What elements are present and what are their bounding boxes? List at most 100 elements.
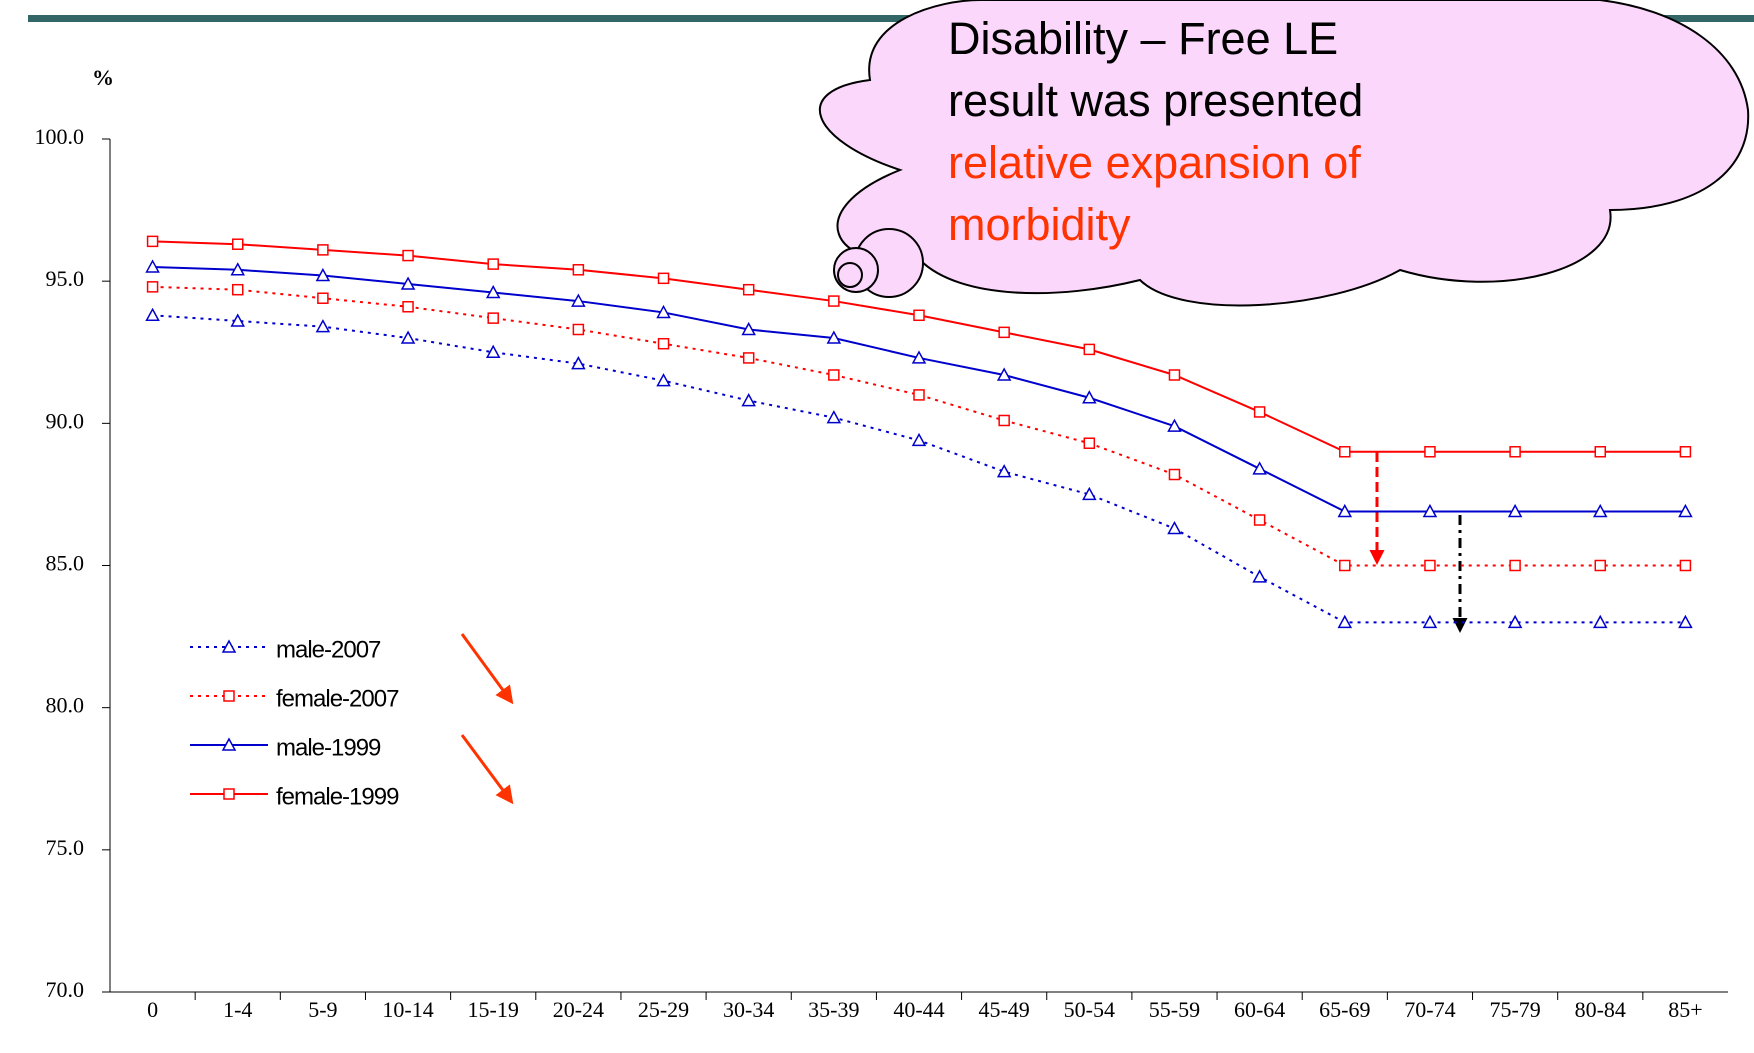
- triangle-marker: [400, 276, 416, 290]
- triangle-marker: [741, 393, 756, 407]
- square-marker: [317, 292, 329, 304]
- triangle-marker: [315, 267, 331, 282]
- triangle-marker: [1422, 503, 1438, 518]
- header-bar: [28, 15, 1754, 22]
- triangle-marker: [996, 464, 1012, 478]
- triangle-marker: [1167, 418, 1182, 432]
- triangle-marker: [741, 321, 756, 336]
- legend-label: female-1999: [276, 783, 399, 810]
- triangle-marker: [485, 284, 501, 299]
- square-marker: [231, 238, 244, 250]
- triangle-marker: [911, 350, 927, 364]
- callout-line: relative expansion of: [948, 137, 1361, 188]
- trend-arrow: [460, 633, 514, 705]
- triangle-marker: [571, 356, 586, 370]
- x-tick-label: 80-84: [1575, 997, 1626, 1022]
- triangle-marker: [1592, 614, 1608, 629]
- triangle-marker: [400, 330, 416, 344]
- callout-line: Disability – Free LE: [948, 13, 1338, 64]
- x-tick-label: 5-9: [308, 997, 337, 1022]
- square-marker: [1339, 559, 1351, 572]
- x-tick-label: 25-29: [638, 997, 689, 1022]
- triangle-marker: [485, 344, 501, 358]
- x-tick-label: 35-39: [808, 997, 859, 1022]
- square-marker: [1168, 369, 1181, 381]
- square-marker: [742, 352, 755, 364]
- callout-text: Disability – Free LE result was presented…: [948, 13, 1363, 250]
- triangle-marker: [1678, 614, 1693, 629]
- triangle-marker: [571, 293, 586, 307]
- legend-label: male-1999: [276, 734, 381, 761]
- x-tick-label: 10-14: [382, 997, 433, 1022]
- triangle-marker: [656, 373, 671, 387]
- square-marker: [1509, 446, 1521, 458]
- triangle-marker: [1252, 569, 1267, 583]
- square-marker: [402, 301, 414, 313]
- y-tick-label: 90.0: [46, 408, 85, 433]
- x-tick-label: 55-59: [1149, 997, 1200, 1022]
- callout-line: morbidity: [948, 199, 1131, 250]
- y-tick-label: 85.0: [46, 551, 85, 576]
- square-marker: [828, 295, 840, 307]
- x-tick-label: 70-74: [1404, 997, 1455, 1022]
- square-marker: [742, 283, 755, 296]
- x-tick-label: 30-34: [723, 997, 774, 1022]
- triangle-marker: [996, 367, 1012, 381]
- triangle-marker: [221, 737, 237, 751]
- x-tick-label: 50-54: [1064, 997, 1115, 1022]
- square-marker: [1253, 514, 1266, 526]
- square-marker: [1083, 437, 1096, 449]
- square-marker: [1594, 446, 1607, 458]
- square-marker: [1594, 559, 1607, 572]
- square-marker: [1509, 559, 1521, 572]
- x-tick-label: 45-49: [978, 997, 1029, 1022]
- triangle-marker: [656, 304, 671, 319]
- square-marker: [1168, 468, 1181, 481]
- triangle-marker: [221, 639, 237, 653]
- triangle-marker: [145, 259, 160, 273]
- x-tick-label: 85+: [1668, 997, 1702, 1022]
- square-marker: [1424, 559, 1436, 572]
- series-line: [152, 285, 1686, 567]
- triangle-marker: [1082, 486, 1097, 501]
- y-tick-label: 70.0: [46, 977, 85, 1002]
- triangle-marker: [1507, 614, 1523, 629]
- y-tick-label: 75.0: [46, 835, 85, 860]
- square-marker: [223, 788, 235, 800]
- x-tick-label: 75-79: [1489, 997, 1540, 1022]
- triangle-marker: [230, 262, 246, 276]
- plot-area: 70.0 75.0 80.0 85.0 90.0 95.0 100.0 0 1-4 5-9 10-1…: [35, 124, 1703, 1022]
- triangle-marker: [1592, 503, 1608, 518]
- y-tick-label: 95.0: [46, 266, 85, 291]
- triangle-marker: [1252, 461, 1267, 475]
- square-marker: [487, 258, 499, 270]
- triangle-marker: [911, 432, 927, 447]
- square-marker: [657, 337, 670, 350]
- callout-line: result was presented: [948, 75, 1363, 126]
- triangle-marker: [826, 330, 842, 344]
- x-tick-label: 0: [147, 997, 158, 1022]
- square-marker: [146, 281, 159, 293]
- square-marker: [1679, 559, 1692, 572]
- square-marker: [657, 272, 670, 285]
- square-marker: [317, 244, 329, 256]
- square-marker: [231, 283, 244, 296]
- square-marker: [572, 323, 585, 336]
- square-marker: [487, 312, 499, 324]
- square-marker: [1679, 446, 1692, 458]
- square-marker: [998, 326, 1010, 339]
- x-tick-label: 40-44: [893, 997, 944, 1022]
- x-tick-label: 15-19: [468, 997, 519, 1022]
- square-marker: [828, 369, 840, 381]
- triangle-marker: [1082, 390, 1097, 404]
- x-tick-label: 20-24: [553, 997, 604, 1022]
- square-marker: [913, 389, 925, 401]
- square-marker: [402, 249, 414, 262]
- x-tick-label: 65-69: [1319, 997, 1370, 1022]
- triangle-marker: [145, 307, 160, 322]
- callout: [818, 0, 1750, 307]
- triangle-marker: [826, 410, 842, 424]
- square-marker: [1253, 406, 1266, 418]
- triangle-marker: [1337, 503, 1353, 518]
- triangle-marker: [315, 319, 331, 333]
